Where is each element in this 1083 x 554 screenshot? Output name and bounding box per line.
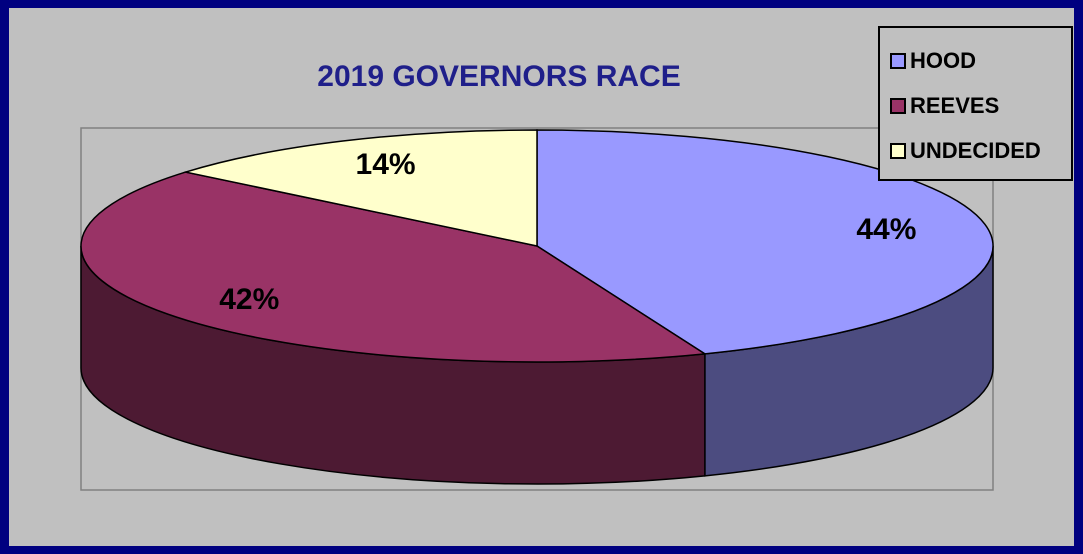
legend-swatch-reeves <box>890 97 906 114</box>
data-label-reeves: 42% <box>219 283 279 316</box>
pie-chart: 44% 42% 14% <box>80 127 994 491</box>
pie-slice-reeves <box>80 171 708 363</box>
pie-slice-hood <box>536 129 994 355</box>
legend-item-undecided: UNDECIDED <box>890 128 1071 173</box>
legend-label-hood: HOOD <box>910 47 976 73</box>
chart-area: 44% 42% 14% 2019 GOVERNORS RACE HOOD REEVE… <box>9 8 1074 546</box>
legend-swatch-hood <box>890 52 906 69</box>
pie-slice-undecided <box>182 129 538 247</box>
legend-label-undecided: UNDECIDED <box>910 137 1041 163</box>
legend: HOOD REEVES UNDECIDED <box>878 26 1073 181</box>
data-label-hood: 44% <box>856 213 916 246</box>
data-label-undecided: 14% <box>356 148 416 181</box>
legend-item-reeves: REEVES <box>890 83 1071 128</box>
legend-item-hood: HOOD <box>890 38 1071 83</box>
legend-swatch-undecided <box>890 142 906 159</box>
legend-label-reeves: REEVES <box>910 92 1000 118</box>
chart-title: 2019 GOVERNORS RACE <box>317 60 681 93</box>
